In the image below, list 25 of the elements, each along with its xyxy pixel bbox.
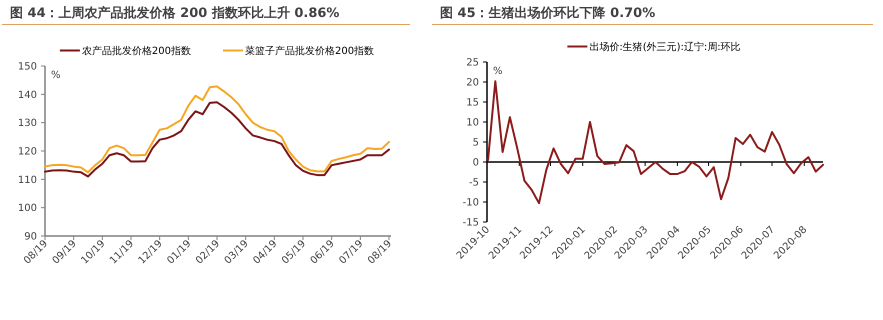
y-tick-label: -5 [469,178,479,188]
y-tick-label: 10 [466,118,479,128]
y-axis-title: % [51,70,61,81]
y-tick-label: 25 [466,58,479,68]
y-tick-label: 0 [472,158,479,168]
chart-title: 图 44：上周农产品批发价格 200 指数环比上升 0.86% [10,5,340,21]
legend-label: 菜篮子产品批发价格200指数 [245,45,374,57]
y-tick-label: -10 [462,198,479,208]
y-tick-label: 5 [472,138,479,148]
y-tick-label: 110 [18,174,37,186]
y-tick-label: 100 [18,203,37,214]
legend-label: 出场价:生猪(外三元):辽宁:周:环比 [589,41,741,53]
y-tick-label: 140 [18,90,37,101]
y-tick-label: 120 [18,146,37,158]
legend-label: 农产品批发价格200指数 [82,45,191,57]
y-axis-title: % [493,66,503,77]
y-tick-label: 150 [18,62,37,72]
chart-title: 图 45：生猪出场价环比下降 0.70% [440,6,656,21]
y-tick-label: 130 [18,118,37,130]
line-series [44,85,390,174]
y-tick-label: -15 [462,218,479,228]
y-tick-label: 20 [466,78,479,88]
line-series [44,101,390,178]
y-tick-label: 15 [466,98,479,108]
y-tick-label: 90 [24,232,37,242]
